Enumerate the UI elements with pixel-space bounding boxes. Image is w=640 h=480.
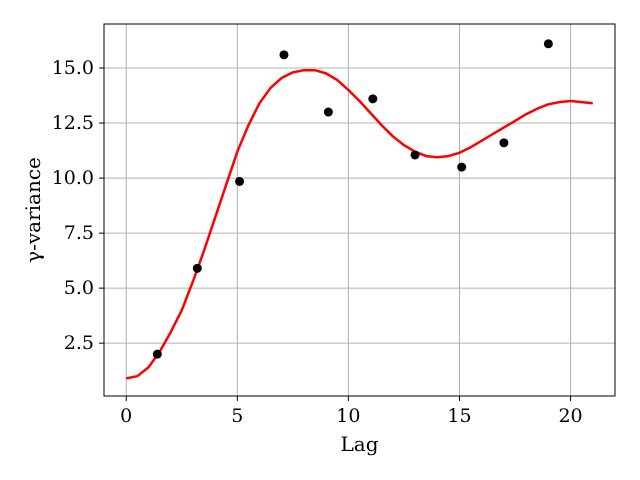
x-tick-label: 5 <box>231 405 243 427</box>
data-point <box>499 138 509 148</box>
data-point <box>152 349 162 359</box>
data-point <box>543 39 553 49</box>
y-tick-label: 15.0 <box>52 57 94 79</box>
y-tick-label: 10.0 <box>52 167 94 189</box>
y-tick-label: 12.5 <box>52 112 94 134</box>
x-tick-label: 20 <box>558 405 582 427</box>
data-point <box>457 162 467 172</box>
data-point <box>368 94 378 104</box>
fit-curve <box>125 68 593 380</box>
fit-curve-layer <box>125 68 593 380</box>
data-points-layer <box>152 39 553 359</box>
axis-ticks: 0 5 10 15 20 2.5 5.0 7.5 10.0 12.5 15.0 <box>52 57 583 427</box>
x-tick-label: 15 <box>447 405 471 427</box>
y-tick-label: 7.5 <box>64 222 94 244</box>
y-tick-label: 2.5 <box>64 332 94 354</box>
data-point <box>323 107 333 117</box>
plot-frame <box>103 23 616 397</box>
x-tick-label: 10 <box>336 405 360 427</box>
data-point <box>235 176 245 186</box>
x-axis-label: Lag <box>340 432 378 456</box>
y-axis-label: γ-variance <box>21 157 45 263</box>
data-point <box>192 263 202 273</box>
x-tick-label: 0 <box>120 405 132 427</box>
data-point <box>410 150 420 160</box>
y-tick-label: 5.0 <box>64 277 94 299</box>
data-point <box>279 50 289 60</box>
grid-lines <box>104 24 615 396</box>
